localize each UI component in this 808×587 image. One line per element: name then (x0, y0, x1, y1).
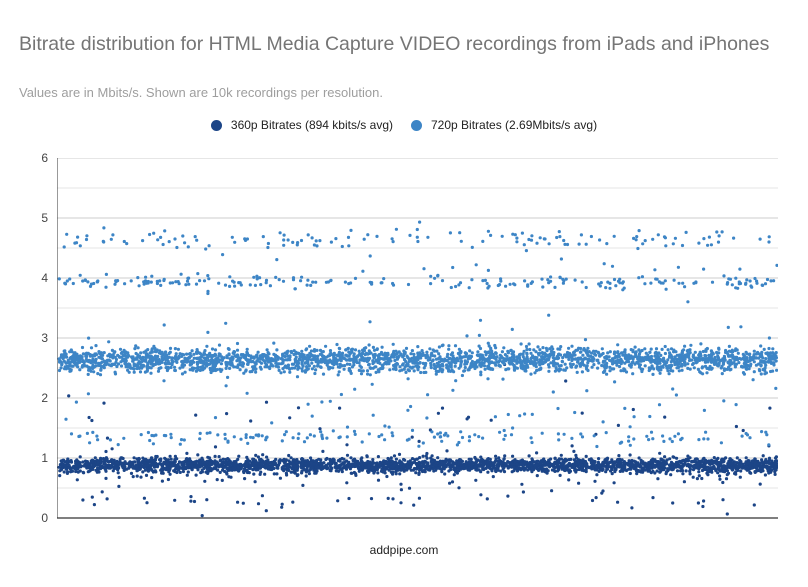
chart-subtitle: Values are in Mbits/s. Shown are 10k rec… (19, 85, 383, 100)
scatter-plot (57, 158, 778, 519)
legend-label-360p: 360p Bitrates (894 kbits/s avg) (230, 118, 393, 132)
y-tick-1: 1 (41, 451, 48, 465)
y-tick-2: 2 (41, 391, 48, 405)
y-tick-3: 3 (41, 331, 48, 345)
plot-area (57, 158, 778, 519)
legend-marker-720p-icon (411, 119, 422, 131)
y-tick-6: 6 (41, 151, 48, 165)
legend: 360p Bitrates (894 kbits/s avg) 720p Bit… (0, 118, 808, 132)
legend-item-720p[interactable]: 720p Bitrates (2.69Mbits/s avg) (411, 118, 597, 132)
data-points (57, 220, 778, 518)
y-tick-4: 4 (41, 271, 48, 285)
chart-title: Bitrate distribution for HTML Media Capt… (19, 33, 770, 55)
legend-item-360p[interactable]: 360p Bitrates (894 kbits/s avg) (210, 118, 393, 132)
y-tick-5: 5 (41, 211, 48, 225)
x-axis-label: addpipe.com (369, 543, 439, 557)
y-tick-0: 0 (41, 511, 48, 525)
legend-label-720p: 720p Bitrates (2.69Mbits/s avg) (431, 118, 598, 132)
legend-marker-360p-icon (210, 119, 222, 131)
